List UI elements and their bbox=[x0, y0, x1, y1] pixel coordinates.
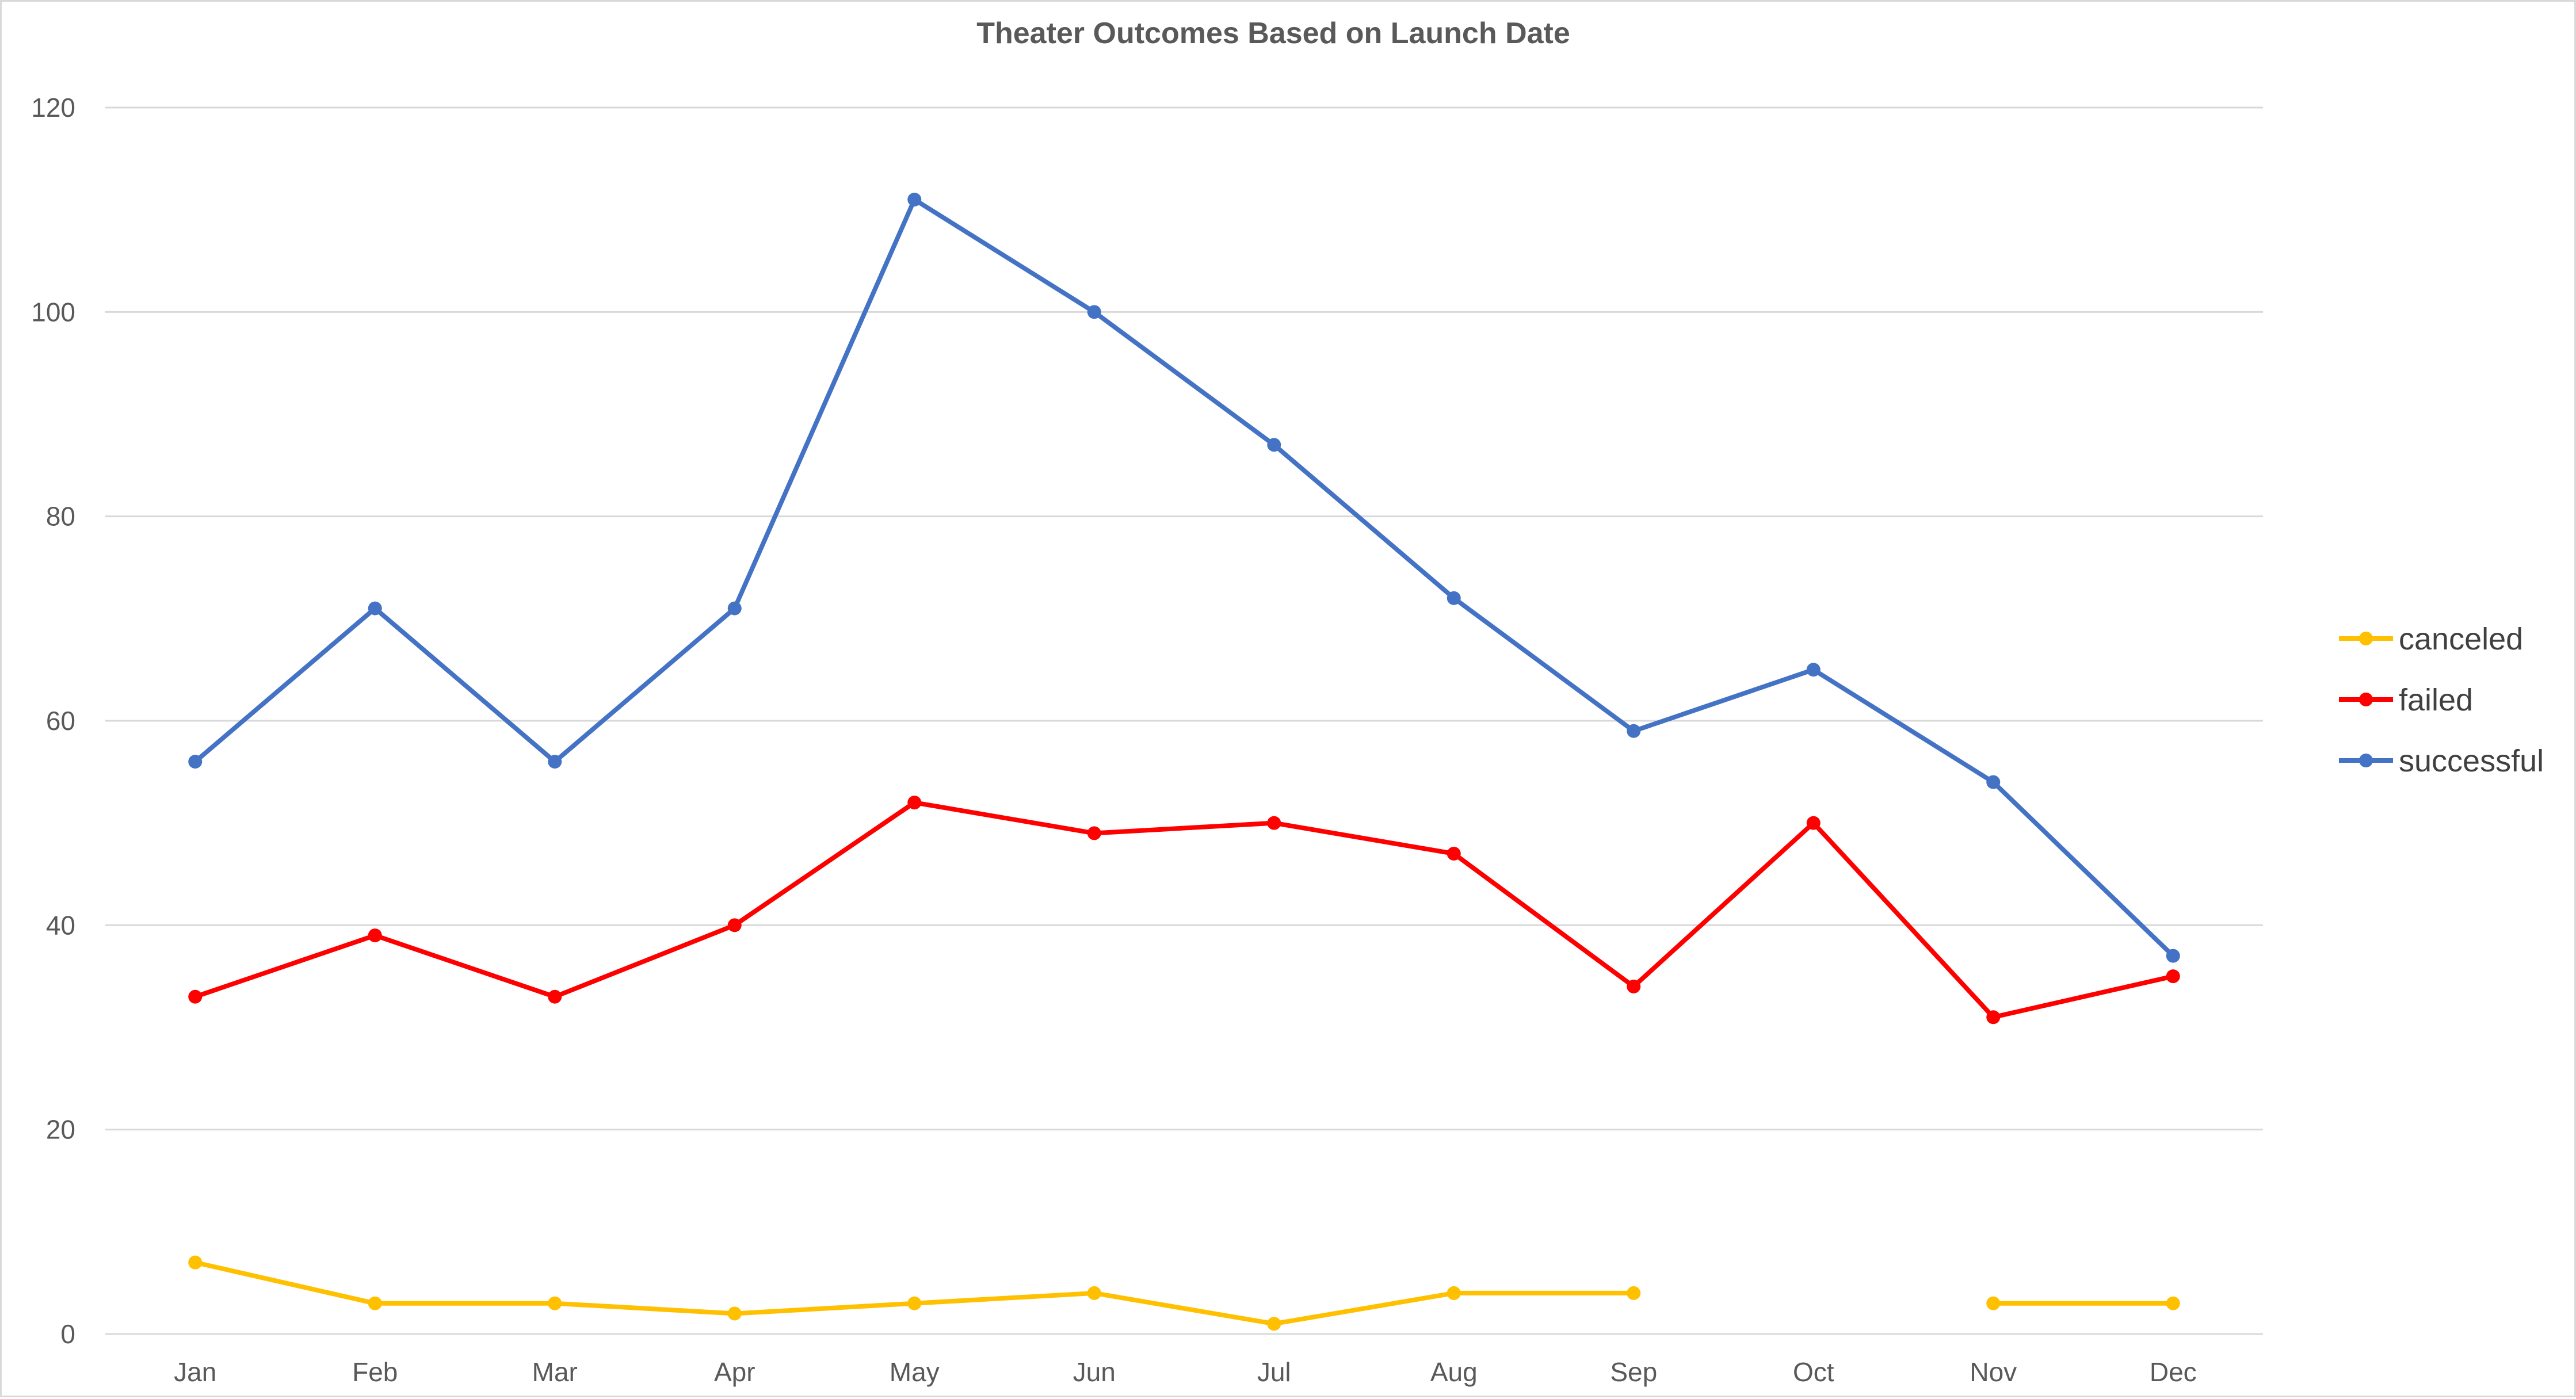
data-point bbox=[727, 601, 742, 616]
data-point bbox=[188, 989, 203, 1004]
data-point bbox=[907, 796, 922, 810]
x-tick-label: Jun bbox=[1073, 1357, 1116, 1387]
data-point bbox=[368, 1296, 382, 1310]
y-tick-label: 60 bbox=[46, 706, 75, 736]
series-plot-area bbox=[188, 192, 2180, 1331]
data-point bbox=[548, 1296, 562, 1310]
x-tick-label: Nov bbox=[1970, 1357, 2017, 1387]
data-point bbox=[907, 192, 922, 207]
series-successful bbox=[188, 192, 2180, 963]
data-point bbox=[368, 601, 382, 616]
data-point bbox=[1267, 438, 1281, 452]
x-tick-label: Oct bbox=[1793, 1357, 1834, 1387]
legend-marker bbox=[2359, 693, 2373, 706]
data-point bbox=[1806, 663, 1821, 677]
data-point bbox=[1447, 1286, 1461, 1300]
data-point bbox=[1627, 1286, 1641, 1300]
x-tick-label: Sep bbox=[1610, 1357, 1657, 1387]
series-canceled bbox=[188, 1255, 2180, 1331]
legend-item-successful: successful bbox=[2339, 744, 2544, 778]
y-tick-label: 20 bbox=[46, 1115, 75, 1145]
data-point bbox=[1267, 1317, 1281, 1331]
data-point bbox=[2166, 949, 2180, 963]
legend-label: canceled bbox=[2399, 622, 2523, 656]
data-point bbox=[1087, 826, 1101, 840]
data-point bbox=[1267, 816, 1281, 830]
data-point bbox=[188, 755, 203, 769]
x-axis: Jan Feb Mar Apr May Jun Jul Aug Sep Oct Nov Dec bbox=[174, 1357, 2196, 1387]
y-tick-label: 40 bbox=[46, 910, 75, 940]
series-line bbox=[193, 800, 2176, 1020]
data-point bbox=[727, 1306, 742, 1321]
x-tick-label: Jan bbox=[174, 1357, 216, 1387]
data-point bbox=[1986, 1010, 2001, 1025]
data-point bbox=[188, 1255, 203, 1270]
data-point bbox=[368, 928, 382, 943]
x-tick-label: Feb bbox=[352, 1357, 398, 1387]
chart-title: Theater Outcomes Based on Launch Date bbox=[976, 17, 1570, 50]
y-tick-label: 0 bbox=[60, 1319, 75, 1349]
x-tick-label: Apr bbox=[714, 1357, 755, 1387]
series-failed bbox=[188, 796, 2180, 1025]
x-tick-label: Jul bbox=[1257, 1357, 1291, 1387]
legend: canceled failed successful bbox=[2339, 622, 2544, 778]
data-point bbox=[548, 755, 562, 769]
data-point bbox=[548, 989, 562, 1004]
data-point bbox=[1627, 979, 1641, 993]
legend-item-canceled: canceled bbox=[2339, 622, 2523, 656]
legend-marker bbox=[2359, 632, 2373, 645]
y-tick-label: 80 bbox=[46, 502, 75, 532]
data-point bbox=[1986, 1296, 2001, 1310]
data-point bbox=[1447, 591, 1461, 605]
data-point bbox=[907, 1296, 922, 1310]
legend-label: failed bbox=[2399, 683, 2473, 717]
series-line bbox=[193, 197, 2176, 958]
x-tick-label: Dec bbox=[2150, 1357, 2197, 1387]
data-point bbox=[1087, 305, 1101, 319]
data-point bbox=[727, 918, 742, 932]
data-point bbox=[1447, 846, 1461, 861]
data-point bbox=[2166, 1296, 2180, 1310]
y-axis: 0 20 40 60 80 100 120 bbox=[31, 93, 75, 1349]
x-tick-label: Aug bbox=[1430, 1357, 1478, 1387]
data-point bbox=[2166, 969, 2180, 984]
legend-item-failed: failed bbox=[2339, 683, 2473, 717]
legend-label: successful bbox=[2399, 744, 2544, 778]
x-tick-label: Mar bbox=[532, 1357, 578, 1387]
y-tick-label: 120 bbox=[31, 93, 75, 123]
data-point bbox=[1986, 775, 2001, 789]
gridlines bbox=[105, 106, 2263, 1335]
series-line bbox=[193, 1260, 1636, 1327]
data-point bbox=[1087, 1286, 1101, 1300]
data-point bbox=[1806, 816, 1821, 830]
y-tick-label: 100 bbox=[31, 297, 75, 327]
x-tick-label: May bbox=[890, 1357, 940, 1387]
data-point bbox=[1627, 724, 1641, 738]
legend-marker bbox=[2359, 754, 2373, 767]
